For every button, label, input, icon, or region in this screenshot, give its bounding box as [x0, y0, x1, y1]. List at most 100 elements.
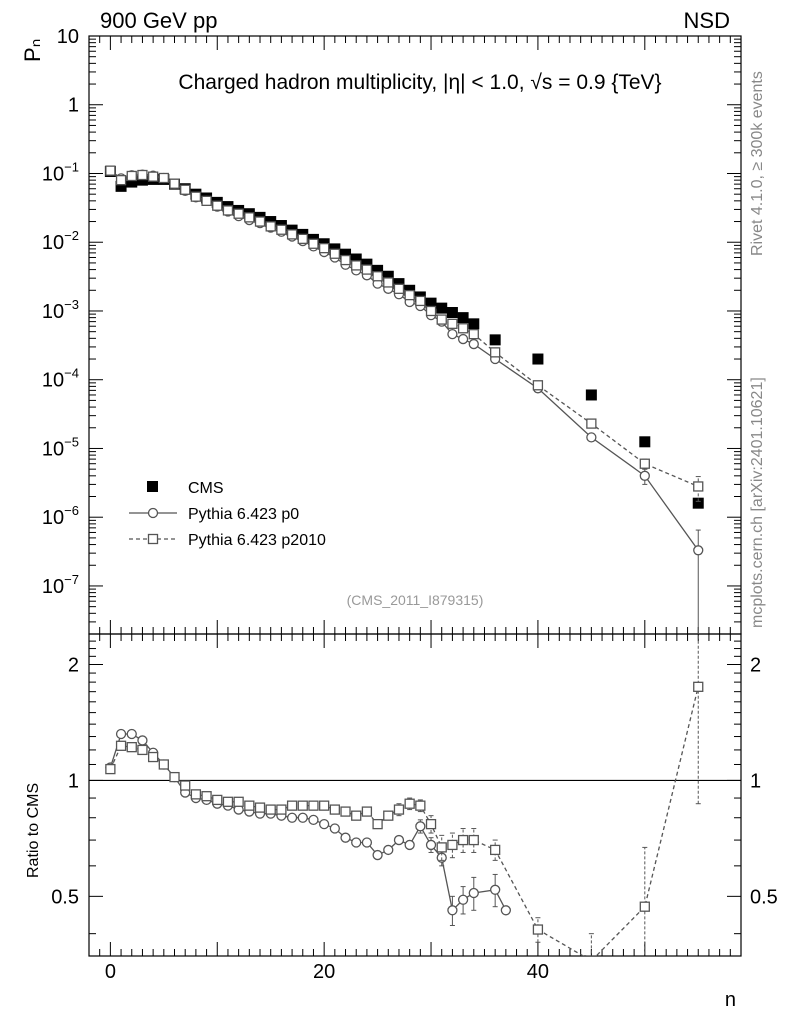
y-tick-label-exponent: −6: [64, 503, 79, 518]
ratio-pythia-p0-line: [109, 733, 507, 912]
y-tick-label: 10−5: [42, 434, 79, 460]
mcplots-label: mcplots.cern.ch [arXiv:2401.10621]: [749, 377, 766, 628]
pythia-p2010-point: [425, 305, 437, 317]
chart-title: Charged hadron multiplicity, |η| < 1.0, …: [178, 71, 661, 94]
legend-marker-cms: [147, 481, 158, 492]
ratio-pythia-p2010-point: [351, 810, 362, 821]
ratio-pythia-p2010-point: [233, 796, 244, 807]
y-tick-label-base: 10: [42, 576, 64, 598]
pythia-p2010-point: [105, 165, 116, 176]
ratio-pythia-p2010-point: [425, 818, 437, 830]
cms-point: [457, 312, 469, 324]
ratio-pythia-p0-point: [318, 818, 330, 830]
ratio-pythia-p2010-point: [297, 800, 308, 811]
pythia-p2010-point: [115, 174, 127, 186]
cms-point: [126, 176, 138, 188]
ratio-pythia-p0-point: [115, 728, 127, 740]
ratio-pythia-p2010-point: [244, 800, 255, 811]
pythia-p0-point: [693, 545, 704, 556]
pythia-p2010-point: [201, 195, 212, 206]
y-tick-label-exponent: −2: [64, 228, 79, 243]
ratio-pythia-p2010-point: [340, 806, 351, 817]
ratio-pythia-p0-point: [383, 844, 394, 856]
cms-point: [425, 297, 437, 309]
pythia-p2010-point: [586, 418, 597, 429]
header-right: NSD: [684, 8, 730, 33]
ratio-pythia-p2010-point: [457, 834, 469, 846]
legend-marker-p2010: [147, 533, 159, 545]
ratio-pythia-p0-point: [490, 884, 501, 895]
ratio-y-tick-label-right: 1: [750, 770, 761, 792]
ratio-pythia-p0-point: [500, 905, 512, 916]
ratio-pythia-p0-point: [340, 832, 351, 843]
ratio-pythia-p2010-point: [190, 789, 202, 800]
pythia-p2010-point: [254, 216, 266, 227]
pythia-p2010-point: [490, 347, 501, 358]
pythia-p0-point: [457, 333, 469, 345]
ratio-pythia-p2010-point: [372, 818, 383, 830]
x-tick-label: 0: [105, 961, 116, 983]
ratio-pythia-p0-point: [308, 814, 319, 825]
legend: CMS Pythia 6.423 p0 Pythia 6.423 p2010: [129, 480, 326, 549]
pythia-p2010-point: [393, 283, 405, 294]
cms-point: [639, 436, 651, 448]
ratio-pythia-p2010-point: [276, 804, 287, 815]
y-tick-label: 10−1: [42, 159, 79, 185]
pythia-p2010-point: [212, 200, 223, 211]
pythia-p0-point: [447, 329, 458, 340]
ratio-pythia-p0-point: [415, 821, 426, 832]
ratio-y-tick-label: 1: [68, 770, 79, 792]
ratio-pythia-p2010-point: [361, 806, 373, 817]
ratio-panel-frame: [88, 633, 742, 957]
ratio-pythia-p2010-point: [308, 800, 319, 811]
pythia-p2010-point: [329, 248, 340, 259]
pythia-p2010-point: [233, 208, 244, 219]
pythia-p2010-point: [265, 221, 276, 232]
cms-point: [436, 302, 448, 314]
main-y-axis-label-text: Pₙ: [20, 39, 45, 62]
pythia-p2010-point: [286, 229, 298, 240]
ratio-pythia-p2010-point: [158, 759, 169, 770]
pythia-p2010-point: [340, 254, 351, 266]
pythia-p2010-point: [639, 458, 650, 469]
cms-point: [468, 318, 480, 330]
pythia-p2010-point: [436, 314, 447, 325]
ratio-y-tick-label: 0.5: [51, 886, 79, 908]
y-tick-label: 10−6: [42, 503, 79, 529]
legend-label-p2010: Pythia 6.423 p2010: [188, 532, 326, 549]
y-tick-label: 10−3: [42, 297, 79, 323]
ratio-pythia-p2010-point: [318, 800, 330, 811]
legend-marker-p0: [147, 507, 159, 519]
pythia-p2010-point: [693, 481, 704, 492]
y-tick-label-base: 10: [42, 232, 64, 254]
ratio-pythia-p2010-point: [404, 798, 415, 809]
ratio-y-axis-label: Ratio to CMS: [25, 783, 42, 878]
ratio-pythia-p0-point: [351, 837, 362, 848]
pythia-p0-point: [639, 470, 650, 481]
pythia-p2010-point: [297, 233, 308, 244]
pythia-p2010-point: [137, 169, 148, 181]
ratio-pythia-p2010-point: [490, 844, 501, 856]
pythia-p2010-point: [468, 329, 479, 340]
y-tick-label: 1: [68, 95, 79, 117]
ratio-pythia-p0-point: [372, 849, 383, 861]
legend-label-p0: Pythia 6.423 p0: [188, 506, 299, 523]
ratio-pythia-p2010-line: [109, 686, 699, 956]
ratio-pythia-p2010-point: [147, 751, 159, 763]
y-tick-label: 10−4: [42, 366, 79, 392]
y-tick-label-base: 10: [42, 438, 64, 460]
x-axis-label: n: [725, 989, 736, 1011]
main-panel-frame: [88, 35, 742, 635]
ratio-pythia-p0-point: [447, 905, 458, 916]
pythia-p2010-point: [457, 323, 469, 334]
pythia-p2010-point: [169, 178, 180, 189]
cms-point: [115, 180, 127, 192]
pythia-p2010-point: [532, 380, 544, 391]
ratio-pythia-p2010-point: [639, 901, 650, 912]
pythia-p2010-point: [404, 289, 415, 301]
ratio-pythia-p0-point: [404, 839, 415, 851]
ratio-pythia-p2010-point: [329, 804, 340, 815]
y-tick-label-exponent: −4: [64, 366, 79, 381]
y-tick-label-base: 10: [42, 507, 64, 529]
ratio-y-tick-label: 2: [68, 654, 79, 676]
